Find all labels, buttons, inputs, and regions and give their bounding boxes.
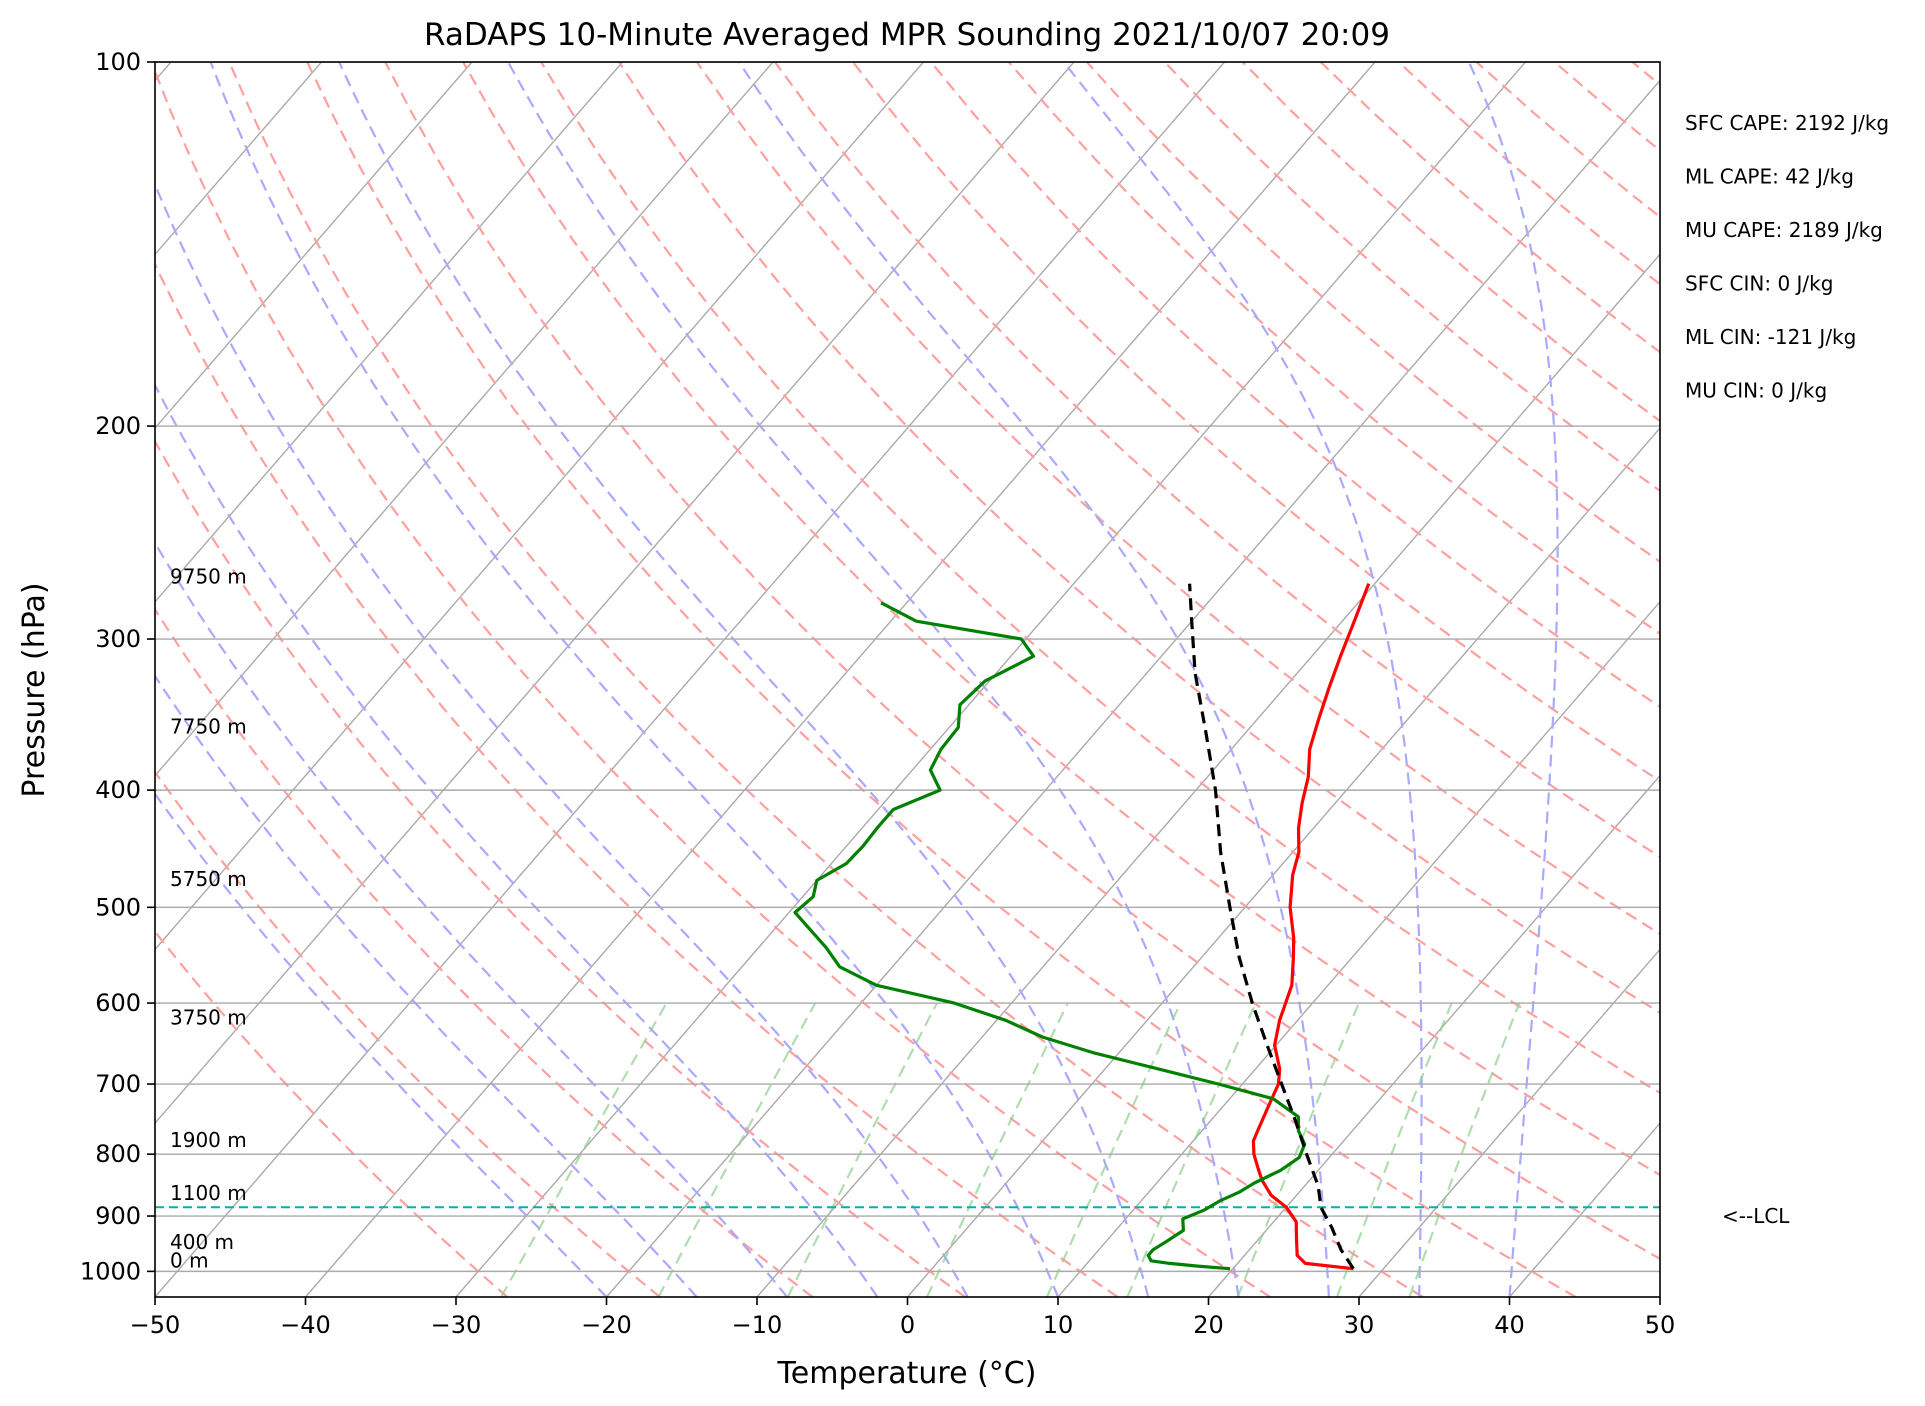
- dry-adiabat-line: [155, 439, 966, 1297]
- dewpoint-profile-line: [793, 601, 1307, 1271]
- plot-background: [155, 62, 1660, 1297]
- dry-adiabat-line: [1007, 62, 1660, 635]
- x-tick-label: 30: [1344, 1311, 1375, 1339]
- x-tick-label: −20: [581, 1311, 632, 1339]
- isotherm-line: [906, 426, 1660, 1297]
- x-tick-label: −10: [732, 1311, 783, 1339]
- y-tick-label: 100: [95, 48, 141, 76]
- y-tick-label: 900: [95, 1202, 141, 1230]
- stability-index-text: MU CAPE: 2189 J/kg: [1685, 218, 1883, 242]
- dry-adiabat-line: [228, 62, 1424, 1297]
- stability-index-text: ML CIN: -121 J/kg: [1685, 325, 1856, 349]
- y-axis-label: Pressure (hPa): [17, 582, 52, 797]
- moist-adiabat-line: [155, 382, 879, 1297]
- isotherm-line: [155, 62, 1226, 1297]
- height-label: 9750 m: [170, 565, 247, 589]
- stability-index-text: SFC CAPE: 2192 J/kg: [1685, 111, 1889, 135]
- dry-adiabat-line: [155, 261, 1119, 1297]
- x-tick-label: −50: [130, 1311, 181, 1339]
- y-tick-label: 700: [95, 1070, 141, 1098]
- y-tick-label: 600: [95, 989, 141, 1017]
- x-tick-label: 40: [1494, 1311, 1525, 1339]
- height-label: 1900 m: [170, 1128, 247, 1152]
- stability-index-text: MU CIN: 0 J/kg: [1685, 379, 1827, 403]
- mixing-ratio-line: [500, 1002, 668, 1297]
- sounding-profiles: [793, 583, 1371, 1271]
- temperature-profile-line: [1251, 583, 1371, 1271]
- stability-index-text: SFC CIN: 0 J/kg: [1685, 272, 1833, 296]
- y-tick-label: 800: [95, 1140, 141, 1168]
- isotherm-line: [155, 62, 1075, 1125]
- stability-indices: SFC CAPE: 2192 J/kg ML CAPE: 42 J/kg MU CA…: [1685, 111, 1889, 403]
- stability-index-text: ML CAPE: 42 J/kg: [1685, 165, 1854, 189]
- dry-adiabat-line: [540, 62, 1660, 1095]
- height-label: 400 m: [170, 1230, 234, 1254]
- x-tick-label: 0: [900, 1311, 915, 1339]
- dry-adiabat-line: [462, 62, 1660, 1177]
- mixing-ratio-line: [1045, 1002, 1182, 1297]
- mixing-ratio-line: [1408, 1002, 1521, 1297]
- mixing-ratio-line: [786, 1002, 938, 1297]
- isotherm-line: [1358, 948, 1660, 1297]
- pressure-gridlines: [155, 62, 1660, 1273]
- mixing-ratio-line: [657, 1002, 817, 1297]
- dry-adiabat-line: [1085, 62, 1660, 564]
- isotherm-line: [1207, 774, 1660, 1297]
- isotherm-line: [155, 62, 473, 430]
- moist-adiabat-line: [507, 62, 1240, 1297]
- moist-adiabat-line: [1467, 62, 1559, 1297]
- x-axis: −50 −40 −30 −20 −10 0 10 20 30 40 50: [130, 1297, 1676, 1339]
- height-label: 0 m: [170, 1248, 209, 1272]
- mixing-ratio-line: [1236, 1002, 1360, 1297]
- dry-adiabat-line: [852, 62, 1660, 783]
- isotherm-line: [155, 62, 774, 777]
- height-label: 1100 m: [170, 1181, 247, 1205]
- x-tick-label: 10: [1043, 1311, 1074, 1339]
- lcl-label: <--LCL: [1722, 1204, 1790, 1228]
- height-label: 7750 m: [170, 715, 247, 739]
- isotherm-line: [605, 79, 1660, 1297]
- dry-adiabat-line: [774, 62, 1660, 859]
- x-tick-label: 50: [1645, 1311, 1676, 1339]
- mixing-ratio-line: [925, 1002, 1069, 1297]
- moist-adiabat-line: [1062, 62, 1423, 1297]
- isotherm-line: [155, 62, 925, 951]
- background-lines: [155, 62, 1660, 1297]
- moist-adiabat-line: [155, 792, 608, 1297]
- y-axis: 100 200 300 400 500 600 700 800 900 1000: [80, 48, 155, 1285]
- moist-adiabat-line: [338, 62, 1150, 1297]
- isotherm-line: [1057, 600, 1660, 1297]
- height-label: 5750 m: [170, 867, 247, 891]
- mixing-ratio-line: [1335, 1002, 1453, 1297]
- moist-adiabat-line: [155, 674, 698, 1297]
- y-tick-label: 300: [95, 625, 141, 653]
- isotherm-line: [304, 62, 1376, 1297]
- mixing-ratio-line: [1126, 1002, 1257, 1297]
- x-tick-label: 20: [1193, 1311, 1224, 1339]
- x-axis-label: Temperature (°C): [777, 1356, 1037, 1391]
- y-tick-label: 400: [95, 776, 141, 804]
- x-tick-label: −30: [431, 1311, 482, 1339]
- dry-adiabat-line: [155, 929, 509, 1297]
- height-label: 3750 m: [170, 1006, 247, 1030]
- dry-adiabat-line: [155, 770, 661, 1297]
- dry-adiabat-line: [155, 68, 1271, 1297]
- moist-adiabat-line: [155, 181, 969, 1297]
- chart-title: RaDAPS 10-Minute Averaged MPR Sounding 2…: [424, 17, 1390, 53]
- dry-adiabat-line: [384, 62, 1660, 1261]
- isotherm-line: [155, 62, 624, 603]
- dry-adiabat-line: [306, 62, 1577, 1297]
- x-tick-label: −40: [280, 1311, 331, 1339]
- y-tick-label: 1000: [80, 1257, 141, 1285]
- parcel-profile-line: [1188, 583, 1355, 1270]
- y-tick-label: 200: [95, 412, 141, 440]
- y-tick-label: 500: [95, 893, 141, 921]
